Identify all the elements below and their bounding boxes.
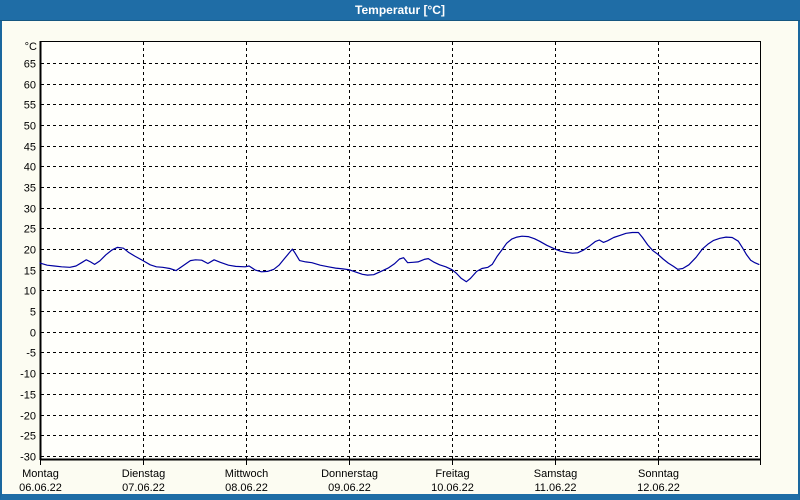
y-axis-unit-label: °C xyxy=(25,41,37,53)
date-label: 11.06.22 xyxy=(534,482,576,494)
weekday-label: Freitag xyxy=(435,468,469,480)
y-tick-label: 25 xyxy=(24,224,36,236)
date-label: 12.06.22 xyxy=(637,482,680,494)
window-title-bar: Temperatur [°C] xyxy=(0,0,800,21)
y-tick-label: 15 xyxy=(24,266,36,278)
y-tick-label: 35 xyxy=(24,183,36,195)
y-tick-label: -10 xyxy=(20,369,36,381)
y-tick-label: 10 xyxy=(24,286,36,298)
date-label: 10.06.22 xyxy=(431,482,474,494)
y-tick-label: -15 xyxy=(20,390,36,402)
weekday-label: Mittwoch xyxy=(225,468,268,480)
y-tick-label: 5 xyxy=(30,307,36,319)
y-tick-label: 55 xyxy=(24,100,36,112)
y-tick-label: 0 xyxy=(30,328,36,340)
weekday-label: Dienstag xyxy=(122,468,165,480)
temperature-line xyxy=(39,231,760,283)
date-label: 07.06.22 xyxy=(122,482,165,494)
y-tick-label: 45 xyxy=(24,142,36,154)
date-label: 08.06.22 xyxy=(225,482,268,494)
y-tick-label: -5 xyxy=(26,348,36,360)
window-title: Temperatur [°C] xyxy=(355,3,445,17)
weekday-label: Samstag xyxy=(534,468,577,480)
plot-border xyxy=(40,41,761,460)
date-label: 06.06.22 xyxy=(19,482,62,494)
temperature-chart: 65605550454035302520151050-5-10-15-20-25… xyxy=(19,41,761,494)
weekday-label: Donnerstag xyxy=(321,468,378,480)
date-label: 09.06.22 xyxy=(328,482,371,494)
y-tick-label: 40 xyxy=(24,162,36,174)
y-tick-label: 20 xyxy=(24,245,36,257)
y-tick-label: -30 xyxy=(20,452,36,464)
y-tick-label: 50 xyxy=(24,121,36,133)
weekday-label: Sonntag xyxy=(638,468,679,480)
y-tick-label: 30 xyxy=(24,204,36,216)
y-tick-label: -25 xyxy=(20,431,36,443)
y-tick-label: 60 xyxy=(24,80,36,92)
chart-area: 65 60 55 50 45 40 35 30 25 20 15 10 5 0 -5 -10 -15 -20 -25… xyxy=(2,21,798,494)
y-tick-label: -20 xyxy=(20,411,36,423)
y-tick-label: 65 xyxy=(24,59,36,71)
weekday-label: Montag xyxy=(22,468,59,480)
